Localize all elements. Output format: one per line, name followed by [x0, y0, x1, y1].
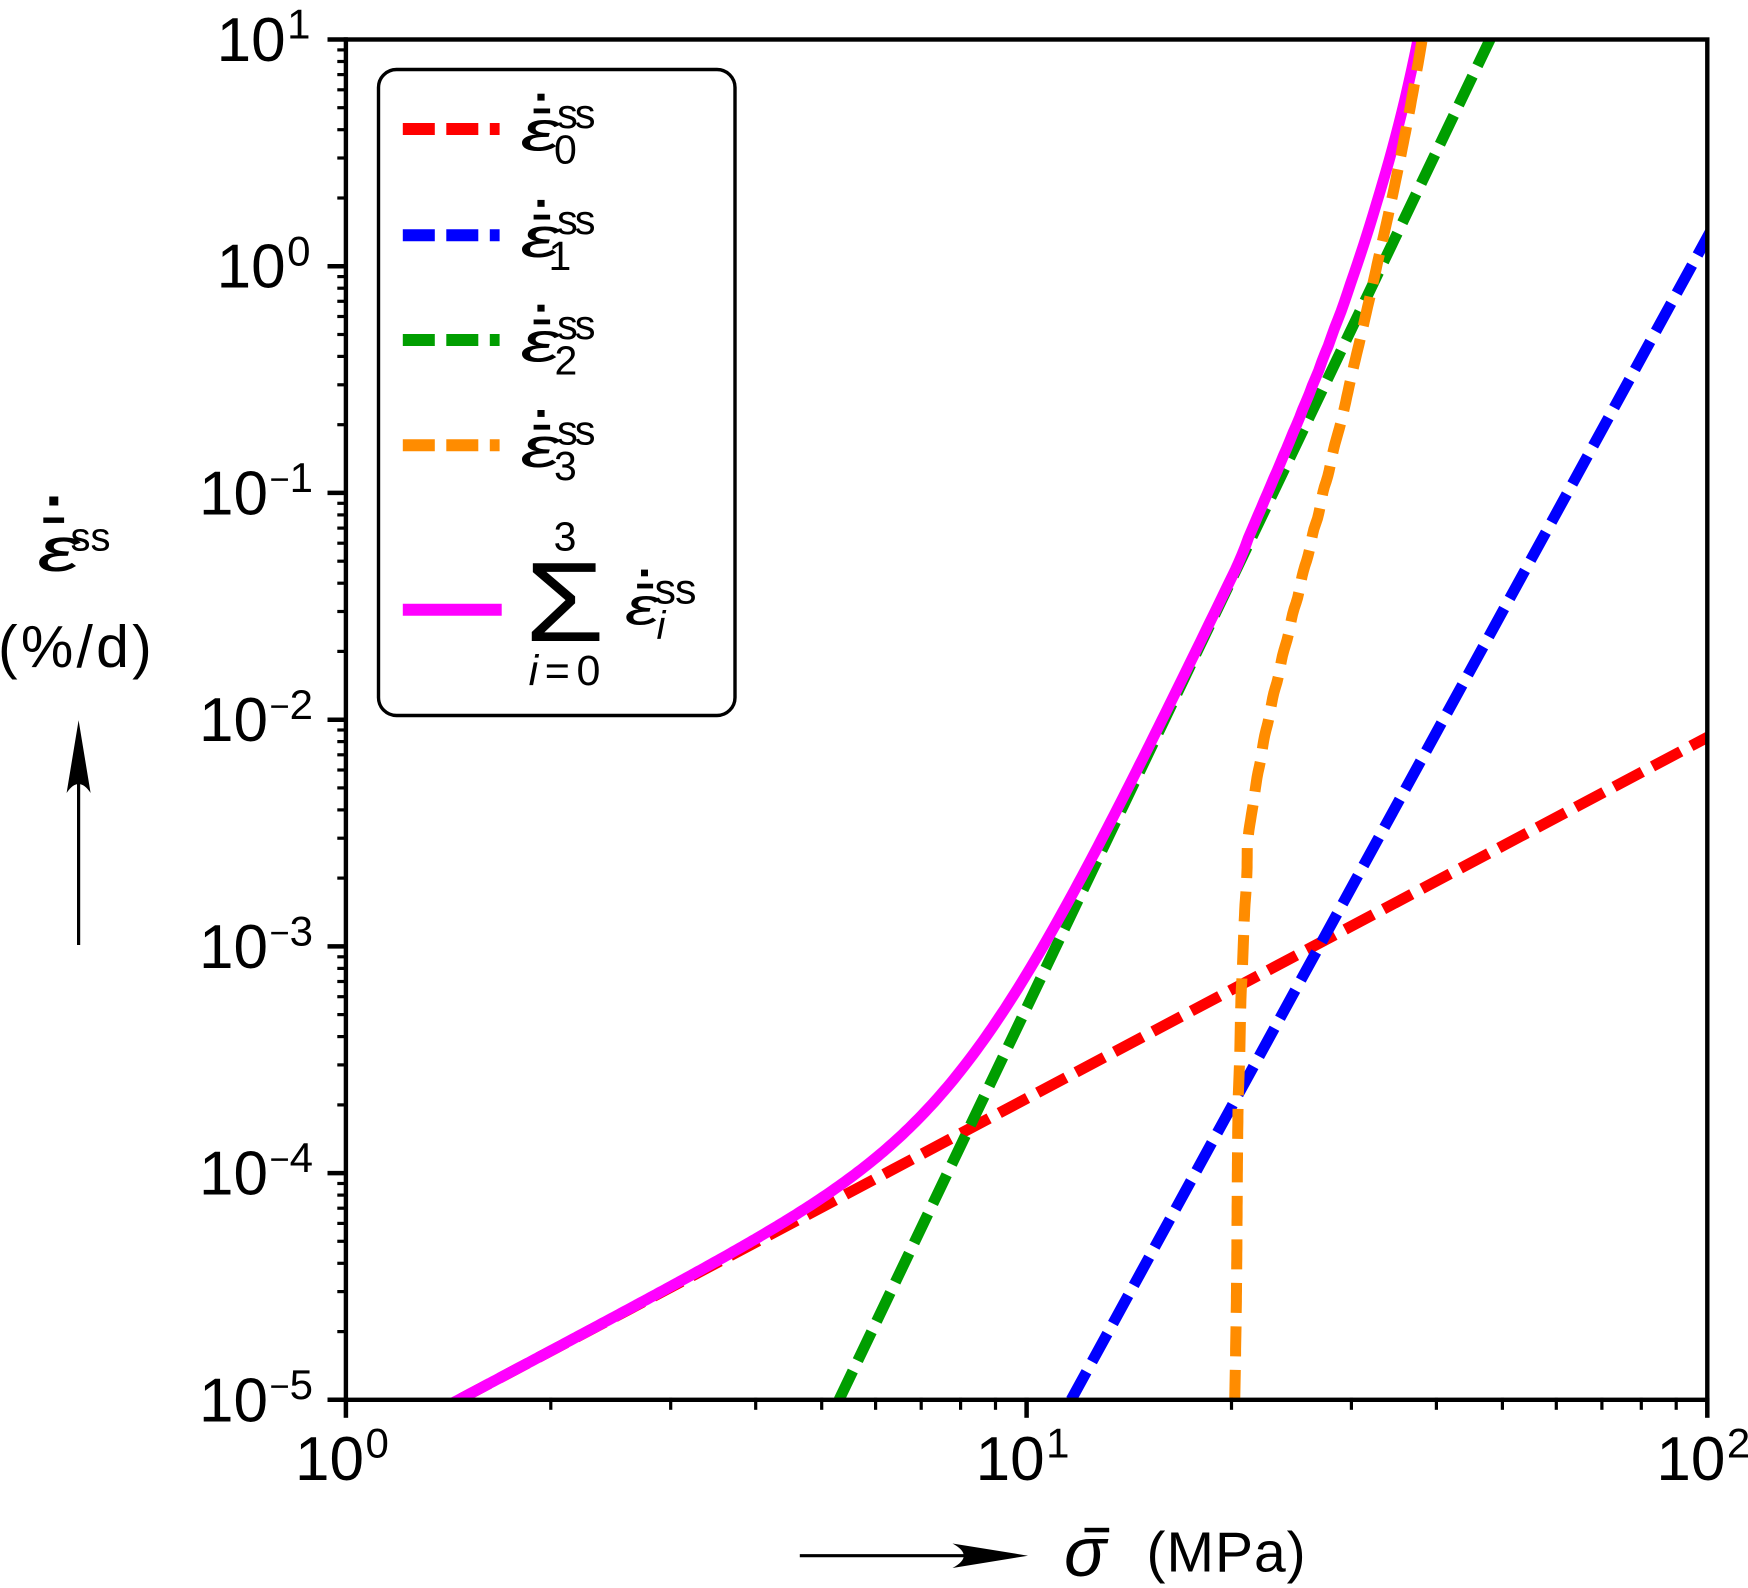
svg-text:3: 3 — [554, 514, 577, 560]
svg-text:3: 3 — [554, 443, 577, 489]
svg-text:10−1: 10−1 — [199, 454, 313, 528]
svg-text:i: i — [657, 604, 667, 648]
svg-text:102: 102 — [1656, 1420, 1748, 1494]
svg-text:ss: ss — [557, 90, 595, 137]
svg-text:ss: ss — [557, 196, 595, 243]
svg-text:ss: ss — [655, 566, 696, 614]
svg-text:ss: ss — [557, 301, 595, 348]
svg-text:σ: σ — [1064, 1513, 1109, 1588]
svg-text:100: 100 — [217, 227, 311, 301]
svg-text:ss: ss — [71, 515, 111, 559]
svg-text:100: 100 — [295, 1420, 389, 1494]
svg-text:ε: ε — [38, 516, 81, 585]
svg-text:1: 1 — [549, 233, 572, 279]
svg-text:i = 0: i = 0 — [529, 647, 600, 695]
svg-text:(MPa): (MPa) — [1147, 1521, 1307, 1585]
svg-text:2: 2 — [555, 338, 578, 384]
svg-text:101: 101 — [217, 1, 311, 75]
svg-text:10−5: 10−5 — [199, 1361, 313, 1435]
svg-text:Σ: Σ — [525, 539, 605, 665]
svg-text:10−3: 10−3 — [199, 908, 313, 982]
svg-text:10−2: 10−2 — [199, 681, 313, 755]
svg-text:0: 0 — [554, 127, 577, 173]
svg-text:10−4: 10−4 — [199, 1134, 313, 1208]
svg-text:101: 101 — [976, 1420, 1070, 1494]
svg-text:(%/d): (%/d) — [0, 614, 155, 680]
svg-text:ss: ss — [557, 406, 595, 453]
